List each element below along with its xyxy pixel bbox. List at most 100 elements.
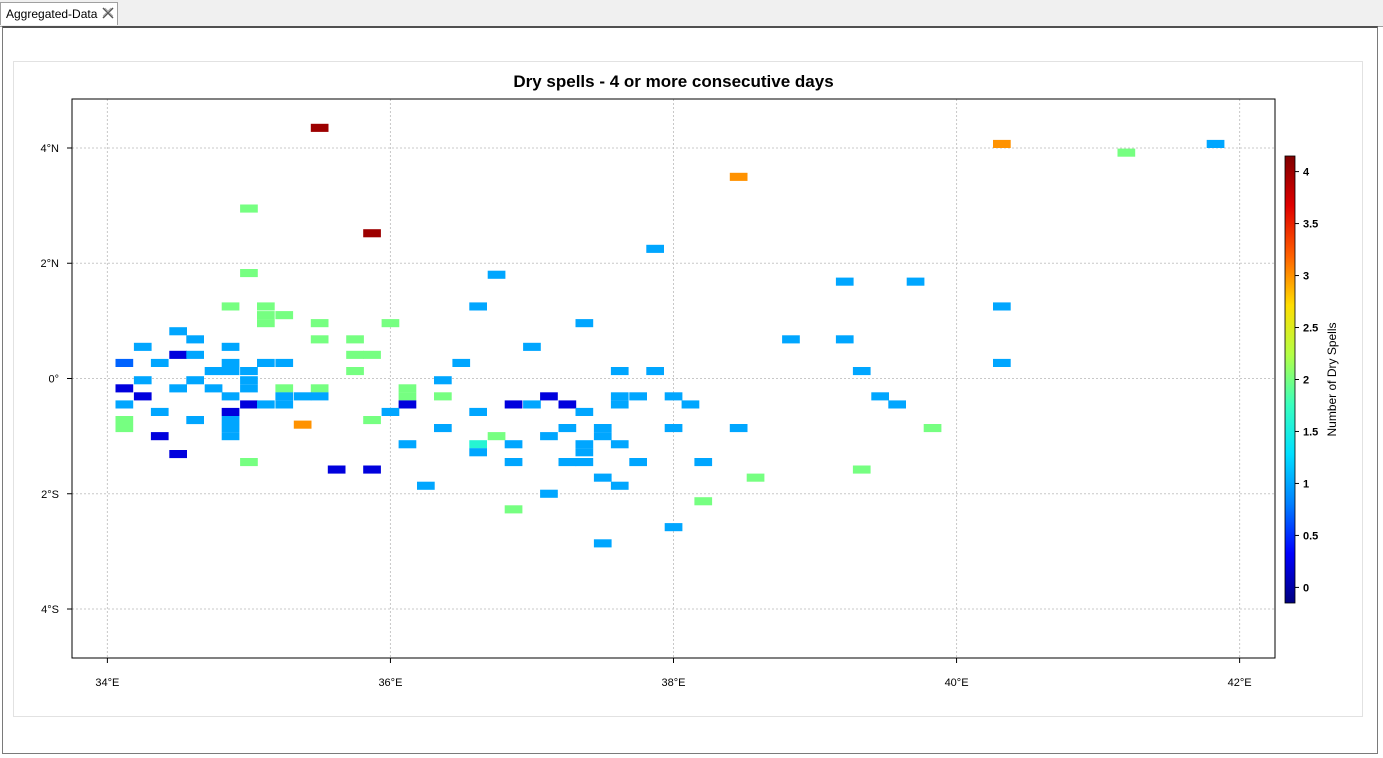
close-icon-glyph bbox=[102, 7, 114, 19]
heatmap-cell bbox=[381, 407, 400, 416]
heatmap-cell bbox=[469, 302, 487, 311]
heatmap-cell bbox=[664, 392, 683, 401]
heatmap-cell bbox=[346, 350, 364, 359]
x-tick-label: 36°E bbox=[378, 677, 402, 689]
heatmap-cell bbox=[240, 367, 258, 376]
heatmap-cell bbox=[310, 319, 329, 328]
colorbar-label: Number of Dry Spells bbox=[1325, 322, 1339, 436]
heatmap-cell bbox=[993, 302, 1011, 311]
heatmap-cell bbox=[363, 416, 381, 425]
heatmap-cell bbox=[434, 424, 452, 433]
heatmap-cell bbox=[558, 458, 577, 467]
heatmap-cell bbox=[835, 277, 854, 286]
heatmap-cell bbox=[310, 392, 329, 401]
heatmap-cell bbox=[610, 400, 629, 409]
heatmap-cell bbox=[417, 481, 435, 490]
heatmap-cell bbox=[240, 269, 258, 278]
heatmap-cell bbox=[452, 358, 471, 367]
tab-aggregated-data[interactable]: Aggregated-Data bbox=[0, 2, 118, 25]
heatmap-cell bbox=[575, 448, 594, 457]
heatmap-cell bbox=[1206, 139, 1225, 148]
heatmap-cell bbox=[133, 376, 152, 385]
heatmap-cell bbox=[852, 465, 871, 474]
heatmap-cell bbox=[221, 392, 240, 401]
heatmap-cell bbox=[664, 424, 683, 433]
heatmap-cell bbox=[275, 400, 294, 409]
x-axis: 34°E 36°E 38°E 40°E 42°E bbox=[95, 658, 1252, 689]
heatmap-cell bbox=[221, 432, 240, 441]
heatmap-cell bbox=[310, 123, 329, 132]
heatmap-cell bbox=[204, 367, 223, 376]
heatmap-cell bbox=[240, 458, 258, 467]
heatmap-cell bbox=[275, 358, 294, 367]
heatmap-cell bbox=[186, 416, 204, 425]
colorbar-tick-label: 1.5 bbox=[1303, 426, 1318, 438]
heatmap-cell bbox=[221, 367, 240, 376]
heatmap-cell bbox=[186, 335, 204, 344]
heatmap-cell bbox=[504, 458, 523, 467]
heatmap-cell bbox=[540, 489, 558, 498]
heatmap-cell bbox=[327, 465, 346, 474]
heatmap-cell bbox=[275, 392, 294, 401]
heatmap-cell bbox=[398, 384, 417, 393]
heatmap-cell bbox=[363, 350, 381, 359]
heatmap-cell bbox=[835, 335, 854, 344]
heatmap-cell bbox=[115, 416, 134, 425]
heatmap-cell bbox=[558, 424, 577, 433]
colorbar-tick-label: 2 bbox=[1303, 375, 1309, 387]
y-tick-label: 2°N bbox=[41, 258, 60, 270]
x-tick-label: 38°E bbox=[662, 677, 686, 689]
heatmap-cell bbox=[504, 400, 523, 409]
heatmap-cell bbox=[257, 302, 275, 311]
heatmap-cell bbox=[133, 392, 152, 401]
heatmap-cell bbox=[575, 319, 594, 328]
y-tick-label: 4°N bbox=[41, 143, 60, 155]
data-cells bbox=[115, 123, 1225, 548]
heatmap-cell bbox=[221, 424, 240, 433]
heatmap-cell bbox=[523, 400, 541, 409]
colorbar-tick-label: 4 bbox=[1303, 167, 1310, 179]
heatmap-cell bbox=[575, 440, 594, 449]
colorbar-tick-label: 1 bbox=[1303, 478, 1309, 490]
heatmap-cell bbox=[575, 407, 594, 416]
heatmap-cell bbox=[694, 497, 713, 506]
heatmap-cell bbox=[782, 335, 800, 344]
x-tick-label: 40°E bbox=[945, 677, 969, 689]
heatmap-cell bbox=[746, 473, 765, 482]
heatmap-cell bbox=[540, 432, 558, 441]
heatmap-cell bbox=[310, 384, 329, 393]
colorbar: 0 0.5 1 1.5 2 2.5 3 3.5 4 Number of Dry Spells bbox=[1284, 155, 1339, 604]
colorbar-tick-label: 3 bbox=[1303, 271, 1309, 283]
heatmap-cell bbox=[115, 358, 134, 367]
heatmap-cell bbox=[346, 335, 364, 344]
heatmap-cell bbox=[487, 432, 506, 441]
heatmap-cell bbox=[221, 342, 240, 351]
heatmap-cell bbox=[906, 277, 925, 286]
heatmap-cell bbox=[293, 392, 312, 401]
tab-label: Aggregated-Data bbox=[6, 7, 98, 21]
heatmap-cell bbox=[363, 229, 381, 238]
heatmap-cell bbox=[133, 342, 152, 351]
chart-title: Dry spells - 4 or more consecutive days bbox=[513, 72, 834, 91]
heatmap-cell bbox=[169, 450, 187, 459]
heatmap-cell bbox=[504, 440, 523, 449]
colorbar-tick-label: 2.5 bbox=[1303, 323, 1318, 335]
heatmap-cell bbox=[729, 172, 748, 181]
y-tick-label: 4°S bbox=[41, 604, 59, 616]
heatmap-cell bbox=[993, 139, 1011, 148]
heatmap-cell bbox=[1117, 148, 1136, 157]
heatmap-cell bbox=[275, 311, 294, 320]
close-icon[interactable] bbox=[101, 6, 115, 20]
heatmap-cell bbox=[257, 400, 275, 409]
heatmap-cell bbox=[240, 204, 258, 213]
grid-lines bbox=[72, 99, 1275, 658]
heatmap-cell bbox=[169, 327, 187, 336]
heatmap-cell bbox=[398, 400, 417, 409]
heatmap-cell bbox=[504, 505, 523, 514]
heatmap-cell bbox=[610, 481, 629, 490]
heatmap-cell bbox=[593, 539, 612, 548]
heatmap-cell bbox=[150, 407, 169, 416]
heatmap-cell bbox=[240, 384, 258, 393]
heatmap-cell bbox=[558, 400, 577, 409]
heatmap-cell bbox=[593, 473, 612, 482]
